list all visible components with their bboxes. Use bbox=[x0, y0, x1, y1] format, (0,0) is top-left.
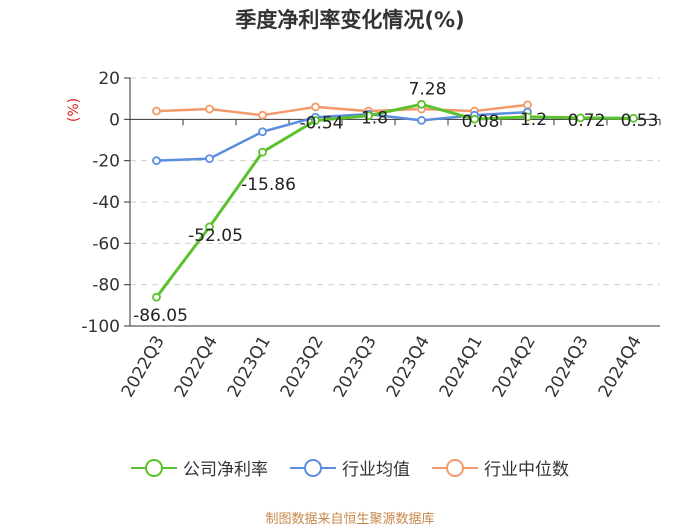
data-label: 1.2 bbox=[520, 110, 547, 130]
series-line bbox=[155, 102, 634, 299]
series-line bbox=[156, 103, 528, 117]
data-point bbox=[258, 127, 267, 137]
gridlines bbox=[130, 77, 660, 286]
data-point bbox=[152, 156, 161, 166]
legend-marker-icon bbox=[290, 458, 336, 477]
y-tick-label: -40 bbox=[92, 193, 120, 213]
x-tick-label: 2024Q1 bbox=[436, 333, 487, 401]
data-label: 7.28 bbox=[409, 79, 447, 99]
data-point bbox=[205, 222, 214, 232]
source-note: 制图数据来自恒生聚源数据库 bbox=[265, 512, 435, 527]
data-point bbox=[205, 154, 214, 164]
x-tick-labels: 2022Q3 2022Q4 2023Q1 2023Q2 2023Q3 2023Q4 2024… bbox=[118, 333, 646, 401]
legend-item[interactable]: 行业均值 bbox=[290, 455, 410, 480]
data-point bbox=[470, 114, 479, 124]
data-label: -86.05 bbox=[133, 306, 188, 326]
data-label: 1.8 bbox=[361, 109, 388, 129]
legend: 公司净利率 行业均值 行业中位数 bbox=[0, 455, 700, 480]
y-tick-label: -80 bbox=[92, 276, 120, 296]
y-tick-labels: 20 0 -20 -40 -60 -80 -100 bbox=[81, 69, 120, 337]
data-label: 0.72 bbox=[568, 111, 606, 131]
legend-label: 公司净利率 bbox=[183, 460, 268, 480]
data-point bbox=[523, 100, 532, 110]
data-point bbox=[205, 104, 214, 114]
data-point bbox=[364, 111, 373, 121]
y-tick-label: 0 bbox=[109, 110, 120, 130]
data-label: -15.86 bbox=[241, 175, 296, 195]
data-point bbox=[417, 99, 426, 109]
y-tick-label: 20 bbox=[98, 69, 120, 89]
data-point bbox=[258, 110, 267, 120]
data-label: 0.53 bbox=[621, 111, 659, 131]
line-chart: 200-20-40-60-80-100 2022Q3 2022Q4 2023Q1 20… bbox=[66, 69, 661, 401]
x-tick-label: 2023Q1 bbox=[224, 333, 275, 401]
x-tick-label: 2022Q4 bbox=[171, 333, 222, 401]
data-label: -0.54 bbox=[300, 113, 344, 133]
legend-marker-icon bbox=[432, 458, 478, 477]
y-tick-label: -60 bbox=[92, 234, 120, 254]
legend-item[interactable]: 行业中位数 bbox=[432, 455, 569, 480]
x-tick-label: 2023Q4 bbox=[383, 333, 434, 401]
data-label: -52.05 bbox=[188, 226, 243, 246]
y-axis-label: (%) bbox=[66, 98, 82, 122]
data-point bbox=[576, 113, 585, 123]
data-point bbox=[152, 292, 161, 302]
y-tick-label: -100 bbox=[81, 317, 120, 337]
x-tick-label: 2024Q2 bbox=[489, 333, 540, 401]
data-point bbox=[152, 106, 161, 116]
data-label: 0.08 bbox=[462, 112, 500, 132]
data-point bbox=[311, 102, 320, 112]
x-tick-label: 2022Q3 bbox=[118, 333, 169, 401]
legend-label: 行业中位数 bbox=[484, 460, 569, 480]
data-point bbox=[417, 115, 426, 125]
legend-label: 行业均值 bbox=[342, 460, 410, 480]
x-tick-label: 2023Q2 bbox=[277, 333, 328, 401]
data-point bbox=[629, 113, 638, 123]
data-point bbox=[258, 147, 267, 157]
data-labels: -86.05 -52.05 -15.86 -0.54 1.8 7.28 0.08 1.2 0.7… bbox=[133, 79, 658, 326]
x-tick-label: 2023Q3 bbox=[330, 333, 381, 401]
x-tick-label: 2024Q3 bbox=[542, 333, 593, 401]
data-point bbox=[311, 116, 320, 125]
data-point bbox=[523, 112, 532, 122]
legend-item[interactable]: 公司净利率 bbox=[131, 455, 268, 480]
chart-title: 季度净利率变化情况(%) bbox=[235, 8, 465, 32]
x-tick-label: 2024Q4 bbox=[595, 333, 646, 401]
series-lines bbox=[152, 99, 638, 302]
axes bbox=[124, 77, 661, 327]
y-tick-label: -20 bbox=[92, 152, 120, 172]
legend-marker-icon bbox=[131, 458, 177, 477]
